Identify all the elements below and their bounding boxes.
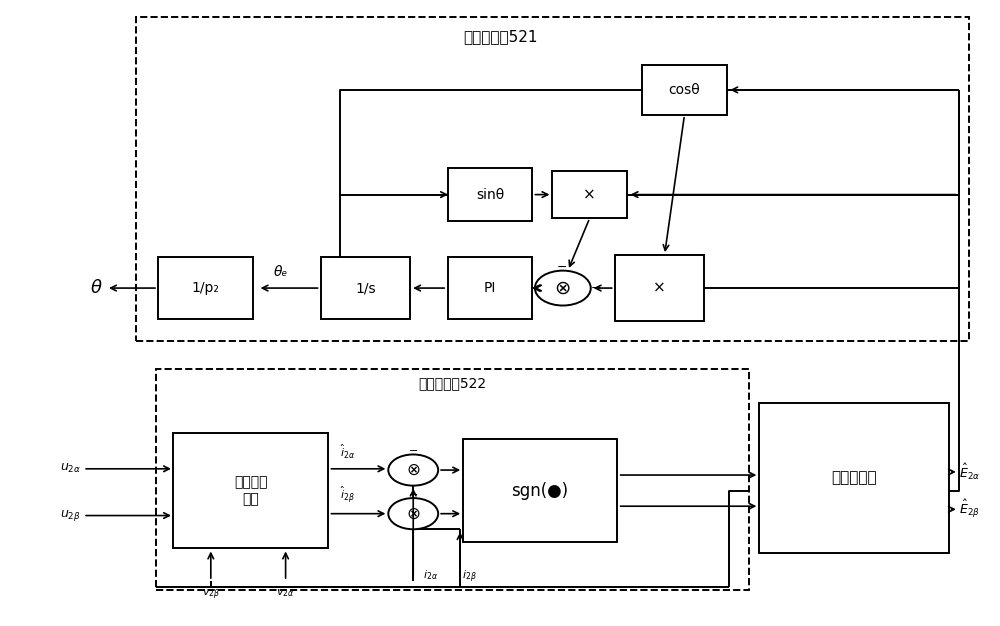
Text: 1/p₂: 1/p₂ bbox=[192, 281, 220, 295]
Bar bbox=[173, 433, 328, 548]
Text: sinθ: sinθ bbox=[476, 188, 504, 202]
Text: −: − bbox=[409, 490, 418, 500]
Text: −: − bbox=[557, 261, 567, 274]
Text: $v_{2\beta}$: $v_{2\beta}$ bbox=[202, 587, 220, 602]
Circle shape bbox=[388, 498, 438, 529]
Text: 滑模观测
方法: 滑模观测 方法 bbox=[234, 476, 267, 506]
Circle shape bbox=[388, 454, 438, 486]
Bar bbox=[136, 17, 969, 341]
Bar bbox=[759, 403, 949, 553]
Bar bbox=[320, 257, 410, 319]
Text: $i_{2\alpha}$: $i_{2\alpha}$ bbox=[423, 568, 438, 582]
Text: 1/s: 1/s bbox=[355, 281, 376, 295]
Text: cosθ: cosθ bbox=[669, 83, 700, 97]
Text: $\hat{E}_{2\alpha}$: $\hat{E}_{2\alpha}$ bbox=[959, 462, 980, 482]
Text: ×: × bbox=[583, 187, 596, 202]
Text: $\hat{i}_{2\beta}$: $\hat{i}_{2\beta}$ bbox=[340, 484, 356, 505]
Bar bbox=[552, 172, 627, 218]
Bar bbox=[448, 257, 532, 319]
Text: 低通滤波器: 低通滤波器 bbox=[831, 471, 877, 486]
Text: ⊗: ⊗ bbox=[555, 279, 571, 297]
Bar bbox=[615, 255, 704, 321]
Text: $\hat{i}_{2\alpha}$: $\hat{i}_{2\alpha}$ bbox=[340, 443, 356, 461]
Text: sgn(●): sgn(●) bbox=[511, 481, 568, 500]
Text: −: − bbox=[590, 282, 601, 295]
Text: $v_{2\alpha}$: $v_{2\alpha}$ bbox=[276, 587, 295, 599]
Bar bbox=[463, 439, 617, 542]
Text: −: − bbox=[409, 446, 418, 456]
Text: $u_{2\alpha}$: $u_{2\alpha}$ bbox=[60, 462, 81, 475]
Text: 锁相环系统521: 锁相环系统521 bbox=[463, 29, 537, 44]
Bar bbox=[448, 168, 532, 221]
Text: θₑ: θₑ bbox=[273, 265, 288, 279]
Bar bbox=[158, 257, 253, 319]
Text: ⊗: ⊗ bbox=[406, 461, 420, 479]
Text: PI: PI bbox=[484, 281, 496, 295]
Text: 滑模观测器522: 滑模观测器522 bbox=[419, 377, 487, 391]
Text: $u_{2\beta}$: $u_{2\beta}$ bbox=[60, 508, 81, 523]
Text: $\hat{E}_{2\beta}$: $\hat{E}_{2\beta}$ bbox=[959, 498, 980, 520]
Bar bbox=[642, 65, 727, 115]
Bar bbox=[156, 369, 749, 590]
Text: ⊗: ⊗ bbox=[406, 505, 420, 523]
Text: θ: θ bbox=[91, 279, 102, 297]
Text: $i_{2\beta}$: $i_{2\beta}$ bbox=[462, 568, 477, 585]
Circle shape bbox=[535, 270, 591, 305]
Text: ×: × bbox=[653, 280, 666, 295]
